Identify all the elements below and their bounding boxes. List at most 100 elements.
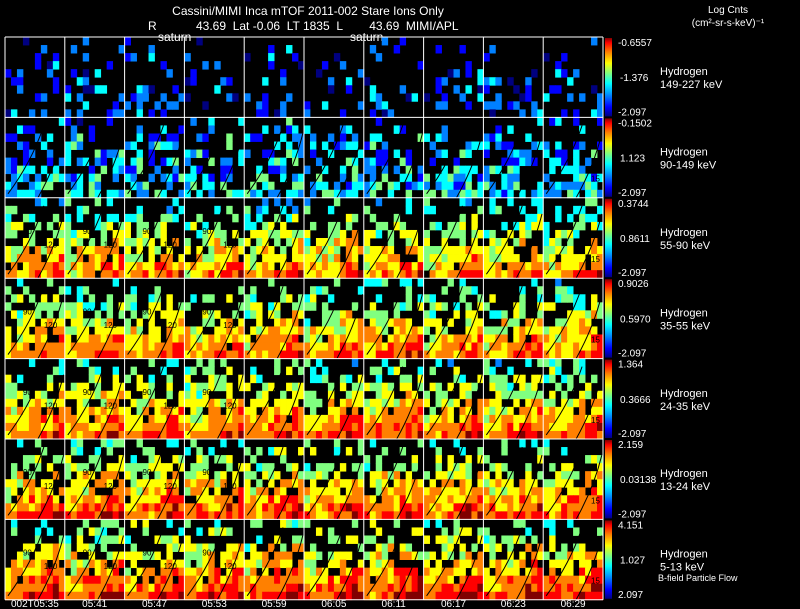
heatmap-cell bbox=[88, 495, 96, 504]
heatmap-cell bbox=[321, 189, 329, 199]
heatmap-cell bbox=[208, 270, 215, 279]
heatmap-cell bbox=[429, 511, 436, 520]
heatmap-cell bbox=[22, 422, 30, 432]
heatmap-cell bbox=[250, 221, 257, 231]
heatmap-cell bbox=[345, 310, 353, 319]
heatmap-cell bbox=[178, 591, 185, 601]
field-contour bbox=[485, 446, 523, 516]
heatmap-cell bbox=[375, 334, 383, 343]
heatmap-cell bbox=[543, 374, 550, 384]
heatmap-cell bbox=[148, 463, 155, 472]
heatmap-cell bbox=[268, 157, 275, 167]
heatmap-cell bbox=[226, 583, 233, 593]
heatmap-cell bbox=[184, 559, 191, 569]
heatmap-cell bbox=[250, 398, 257, 408]
heatmap-cell bbox=[160, 238, 167, 247]
heatmap-cell bbox=[46, 406, 54, 416]
heatmap-cell bbox=[471, 503, 478, 512]
heatmap-cell bbox=[106, 221, 114, 231]
heatmap-cell bbox=[220, 246, 227, 255]
heatmap-cell bbox=[507, 430, 514, 440]
heatmap-cell bbox=[5, 575, 12, 585]
heatmap-cell bbox=[387, 334, 395, 343]
heatmap-cell bbox=[118, 559, 125, 569]
heatmap-cell bbox=[280, 229, 287, 239]
heatmap-cell bbox=[5, 181, 12, 191]
heatmap-cell bbox=[166, 463, 173, 472]
heatmap-cell bbox=[244, 479, 251, 488]
heatmap-cell bbox=[22, 213, 30, 223]
heatmap-cell bbox=[16, 294, 24, 303]
heatmap-cell bbox=[178, 455, 185, 464]
heatmap-cell bbox=[345, 487, 353, 496]
heatmap-cell bbox=[274, 157, 281, 167]
heatmap-cell bbox=[232, 398, 239, 408]
heatmap-cell bbox=[579, 318, 586, 327]
heatmap-cell bbox=[351, 350, 359, 359]
colorbar-mid: 0.5970 bbox=[620, 314, 651, 325]
heatmap-cell bbox=[58, 326, 66, 335]
heatmap-cell bbox=[148, 487, 155, 496]
heatmap-cell bbox=[82, 37, 90, 46]
heatmap-cell bbox=[196, 270, 203, 279]
heatmap-cell bbox=[268, 254, 275, 263]
heatmap-cell bbox=[435, 262, 442, 271]
heatmap-cell bbox=[64, 342, 72, 351]
heatmap-cell bbox=[567, 382, 574, 392]
heatmap-cell bbox=[100, 479, 108, 488]
heatmap-cell bbox=[471, 286, 478, 295]
heatmap-cell bbox=[286, 366, 293, 376]
heatmap-cell bbox=[381, 149, 389, 158]
heatmap-cell bbox=[501, 430, 508, 440]
heatmap-cell bbox=[40, 414, 48, 424]
heatmap-cell bbox=[292, 133, 299, 142]
heatmap-cell bbox=[459, 254, 466, 263]
heatmap-cell bbox=[148, 350, 155, 359]
heatmap-cell bbox=[172, 350, 179, 359]
heatmap-cell bbox=[220, 374, 227, 384]
heatmap-cell bbox=[411, 342, 419, 351]
heatmap-cell bbox=[238, 439, 245, 448]
heatmap-cell bbox=[435, 382, 442, 392]
heatmap-cell bbox=[232, 406, 239, 416]
heatmap-cell bbox=[477, 422, 484, 432]
heatmap-cell bbox=[58, 430, 66, 440]
heatmap-cell bbox=[561, 229, 568, 239]
heatmap-cell bbox=[573, 189, 580, 199]
heatmap-cell bbox=[423, 342, 430, 351]
heatmap-cell bbox=[441, 567, 448, 577]
heatmap-cell bbox=[507, 583, 514, 593]
heatmap-cell bbox=[124, 246, 131, 255]
heatmap-cell bbox=[423, 503, 430, 512]
heatmap-cell bbox=[531, 439, 538, 448]
heatmap-cell bbox=[184, 173, 191, 183]
heatmap-cell bbox=[28, 398, 36, 408]
heatmap-cell bbox=[274, 310, 281, 319]
heatmap-cell bbox=[304, 495, 311, 504]
contour-label-120: 120 bbox=[163, 482, 177, 491]
heatmap-cell bbox=[363, 503, 371, 512]
heatmap-cell bbox=[477, 398, 484, 408]
heatmap-cell bbox=[76, 117, 84, 126]
heatmap-cell bbox=[262, 262, 269, 271]
heatmap-cell bbox=[148, 246, 155, 255]
heatmap-cell bbox=[351, 406, 359, 416]
heatmap-cell bbox=[46, 495, 54, 504]
heatmap-cell bbox=[232, 414, 239, 424]
heatmap-cell bbox=[292, 254, 299, 263]
heatmap-cell bbox=[381, 221, 389, 231]
heatmap-cell bbox=[333, 591, 341, 601]
field-contour bbox=[7, 366, 45, 436]
heatmap-cell bbox=[286, 551, 293, 560]
heatmap-cell bbox=[298, 326, 305, 335]
heatmap-cell bbox=[10, 205, 18, 215]
row-energy-label: 149-227 keV bbox=[660, 79, 723, 91]
heatmap-cell bbox=[345, 390, 353, 400]
heatmap-cell bbox=[495, 430, 502, 440]
heatmap-cell bbox=[387, 430, 395, 440]
heatmap-cell bbox=[513, 221, 520, 231]
heatmap-cell bbox=[495, 326, 502, 335]
colorbar-mid: 0.03138 bbox=[620, 475, 657, 486]
heatmap-cell bbox=[381, 487, 389, 496]
heatmap-cell bbox=[399, 551, 407, 560]
